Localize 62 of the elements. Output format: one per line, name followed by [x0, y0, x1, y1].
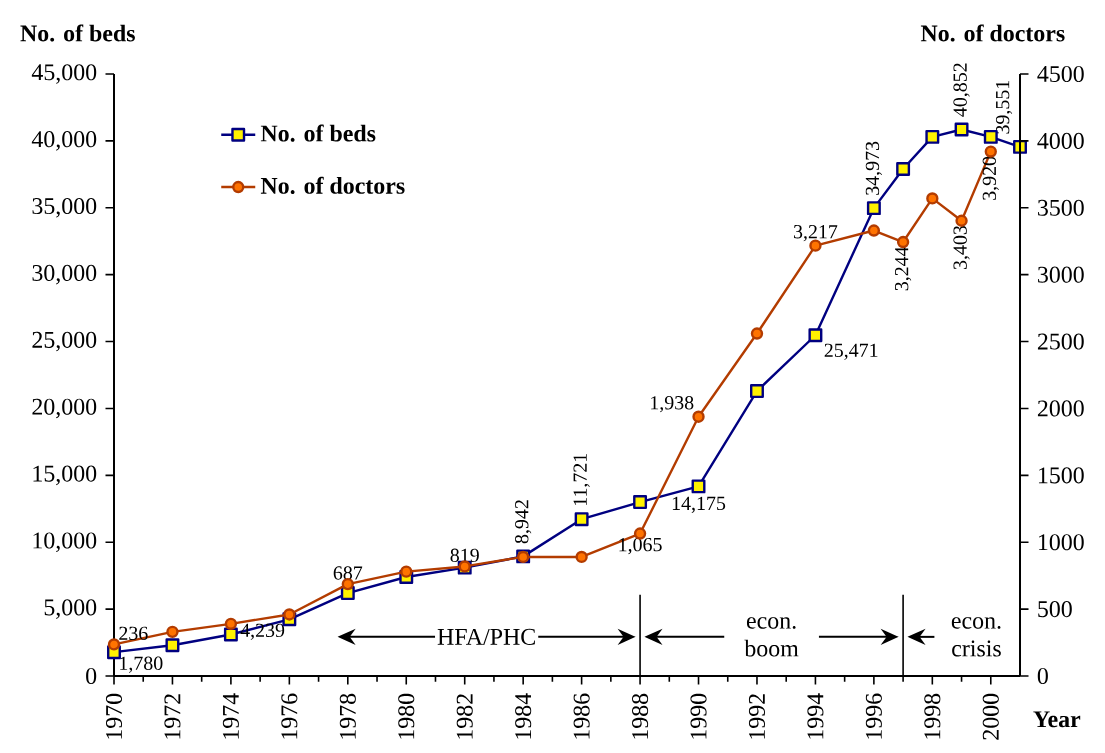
- y2-tick-label: 0: [1037, 667, 1048, 685]
- annotation: HFA/PHC: [437, 628, 535, 645]
- y2-tick-label: 4500: [1037, 65, 1084, 83]
- y-tick-label: 40,000: [31, 131, 97, 151]
- data-label: 34,973: [865, 141, 882, 195]
- x-tick-label: 1998: [924, 693, 941, 739]
- x-tick-label: 1984: [515, 693, 532, 739]
- y-tick-label: 0: [86, 667, 97, 685]
- data-label: 3,244: [894, 246, 912, 291]
- y2-tick-label: 1500: [1038, 467, 1084, 484]
- data-label: 14,175: [672, 496, 726, 513]
- data-label: 819: [450, 548, 479, 563]
- data-label: 4,239: [240, 623, 285, 640]
- x-tick-label: 1996: [865, 693, 882, 739]
- y-tick-label: 25,000: [32, 331, 97, 352]
- y-tick-label: 45,000: [31, 64, 97, 84]
- legend-label: No. of doctors: [260, 176, 405, 194]
- data-label: 687: [333, 566, 363, 580]
- y-tick-label: 30,000: [32, 264, 97, 285]
- data-label: 39,551: [995, 80, 1013, 134]
- x-tick-label: 1974: [222, 693, 239, 739]
- data-label: 3,920: [982, 156, 999, 200]
- y-tick-label: 20,000: [32, 398, 97, 419]
- legend-label: No. of beds: [260, 124, 376, 142]
- x-tick-label: 1988: [632, 693, 649, 739]
- x-tick-label: 1982: [456, 694, 473, 739]
- y-tick-label: 5,000: [44, 599, 97, 619]
- x-tick-label: 1972: [164, 694, 181, 739]
- y-axis-title: No. of beds: [20, 24, 135, 42]
- data-label: 3,217: [793, 225, 838, 242]
- y2-tick-label: 500: [1038, 601, 1072, 618]
- data-label: 8,942: [515, 500, 532, 544]
- data-label: 236: [119, 626, 148, 641]
- y-tick-label: 35,000: [32, 197, 97, 218]
- data-label: 40,852: [953, 63, 970, 117]
- y2-tick-label: 1000: [1038, 534, 1084, 551]
- x-tick-label: 1992: [748, 694, 765, 739]
- data-label: 1,938: [651, 396, 694, 413]
- data-label: 1,780: [120, 656, 163, 673]
- y2-tick-label: 2500: [1037, 333, 1084, 350]
- data-label: 25,471: [824, 343, 878, 360]
- data-label: 11,721: [573, 453, 590, 506]
- x-tick-label: 1986: [573, 693, 590, 739]
- y2-tick-label: 3000: [1038, 266, 1084, 283]
- x-tick-label: 2000: [982, 693, 999, 740]
- y2-tick-label: 4000: [1037, 132, 1084, 149]
- x-tick-label: 1976: [281, 693, 298, 739]
- x-tick-label: 1980: [398, 693, 415, 739]
- y2-tick-label: 3500: [1038, 199, 1084, 216]
- y2-tick-label: 2000: [1037, 400, 1084, 417]
- y2-axis-title: No. of doctors: [920, 24, 1065, 42]
- x-axis-title: Year: [1033, 711, 1081, 728]
- x-tick-label: 1978: [339, 693, 356, 739]
- x-tick-label: 1970: [105, 693, 123, 739]
- data-label: 3,403: [953, 225, 970, 269]
- x-tick-label: 1990: [690, 693, 707, 739]
- y-tick-label: 15,000: [33, 465, 97, 486]
- x-tick-label: 1994: [807, 693, 824, 739]
- annotation: econ. boom: [744, 617, 799, 657]
- annotation: econ. crisis: [951, 617, 1001, 657]
- data-label: 1,065: [619, 537, 662, 555]
- y-tick-label: 10,000: [33, 532, 97, 553]
